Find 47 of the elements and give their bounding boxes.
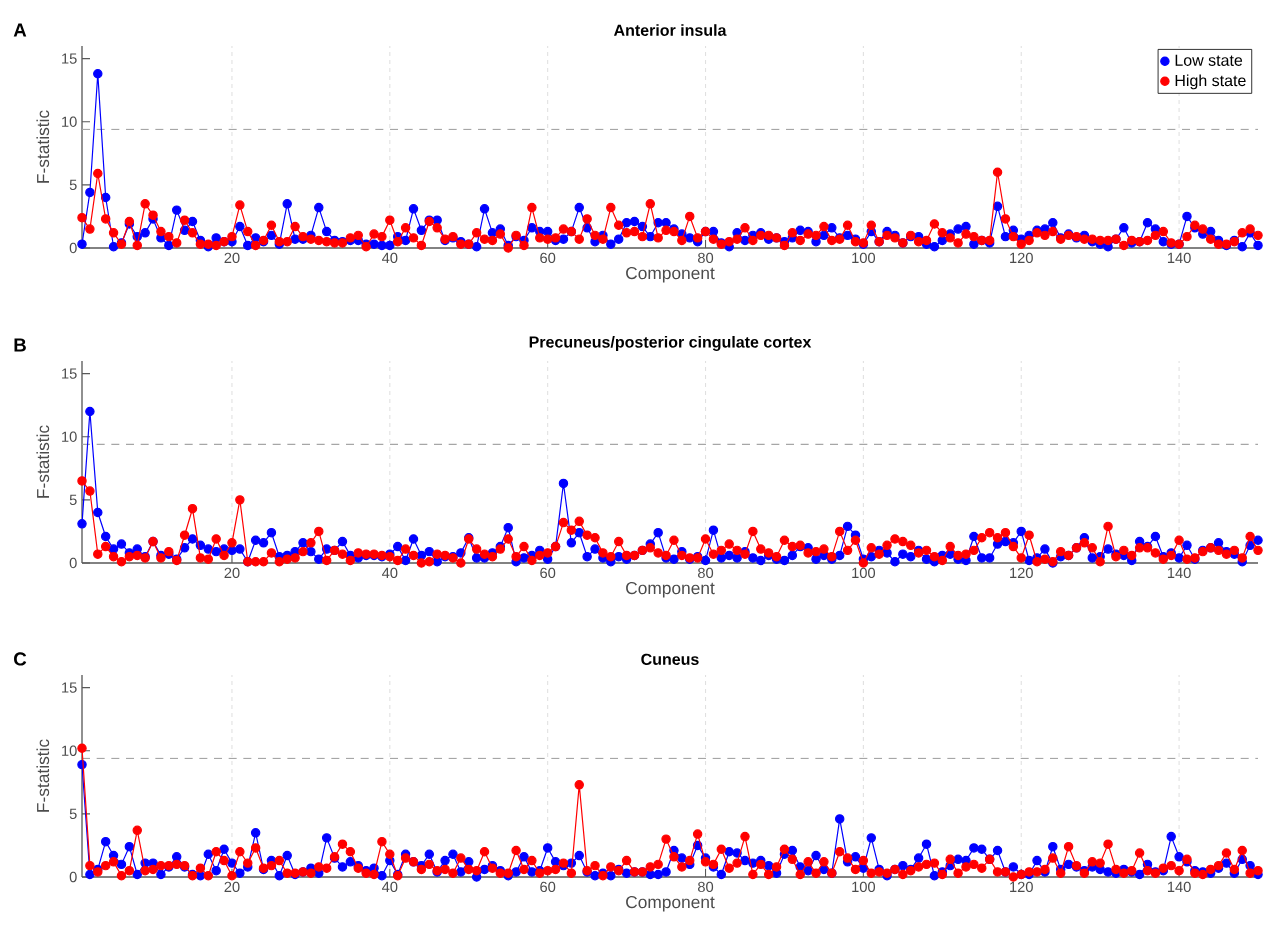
x-tick-label: 40 <box>382 567 398 579</box>
x-tick-label: 120 <box>1010 567 1033 579</box>
x-axis-title: Component <box>626 266 715 283</box>
text: B <box>14 338 26 352</box>
x-tick-label: 40 <box>382 881 398 893</box>
legend-label: High state <box>1175 74 1246 90</box>
x-tick-label: 120 <box>1010 881 1033 893</box>
y-tick-label: 10 <box>62 745 77 756</box>
y-axis-title: F-statistic <box>36 739 50 812</box>
y-tick-label: 0 <box>69 557 77 569</box>
x-tick-label: 40 <box>382 252 398 264</box>
x-axis-title: Component <box>626 581 715 598</box>
y-tick-label: 10 <box>62 431 77 442</box>
x-tick-label: 140 <box>1167 252 1191 264</box>
x-tick-label: 20 <box>224 567 240 579</box>
y-tick-label: 0 <box>69 871 77 883</box>
x-tick-label: 60 <box>540 881 556 893</box>
y-tick-label: 5 <box>69 494 77 505</box>
y-tick-label: 5 <box>69 179 77 190</box>
x-tick-label: 120 <box>1010 252 1033 264</box>
x-tick-label: 80 <box>698 881 714 893</box>
x-tick-label: 60 <box>540 252 556 264</box>
text: A <box>13 23 27 37</box>
y-tick-label: 15 <box>62 368 77 379</box>
x-tick-label: 80 <box>698 567 714 579</box>
y-tick-label: 15 <box>62 682 77 693</box>
x-tick-label: 60 <box>540 567 556 579</box>
legend-label: Low state <box>1175 54 1243 66</box>
y-axis-title: F-statistic <box>36 425 50 498</box>
x-tick-label: 20 <box>224 881 240 893</box>
chart-title: Anterior insula <box>613 24 727 36</box>
y-tick-label: 10 <box>62 116 77 127</box>
y-tick-label: 0 <box>69 242 77 254</box>
x-tick-label: 20 <box>224 252 240 264</box>
y-tick-label: 15 <box>62 53 77 64</box>
chart-title: Precuneus/posterior cingulate cortex <box>529 335 812 351</box>
y-axis-title: F-statistic <box>36 110 50 183</box>
x-tick-label: 140 <box>1167 881 1191 893</box>
x-tick-label: 100 <box>852 252 876 264</box>
text: C <box>14 652 27 666</box>
x-tick-label: 100 <box>852 567 876 579</box>
x-tick-label: 80 <box>698 252 714 264</box>
y-tick-label: 5 <box>69 808 77 819</box>
x-tick-label: 100 <box>852 881 876 893</box>
x-tick-label: 140 <box>1167 567 1191 579</box>
x-axis-title: Component <box>626 895 715 912</box>
chart-title: Cuneus <box>641 653 699 665</box>
